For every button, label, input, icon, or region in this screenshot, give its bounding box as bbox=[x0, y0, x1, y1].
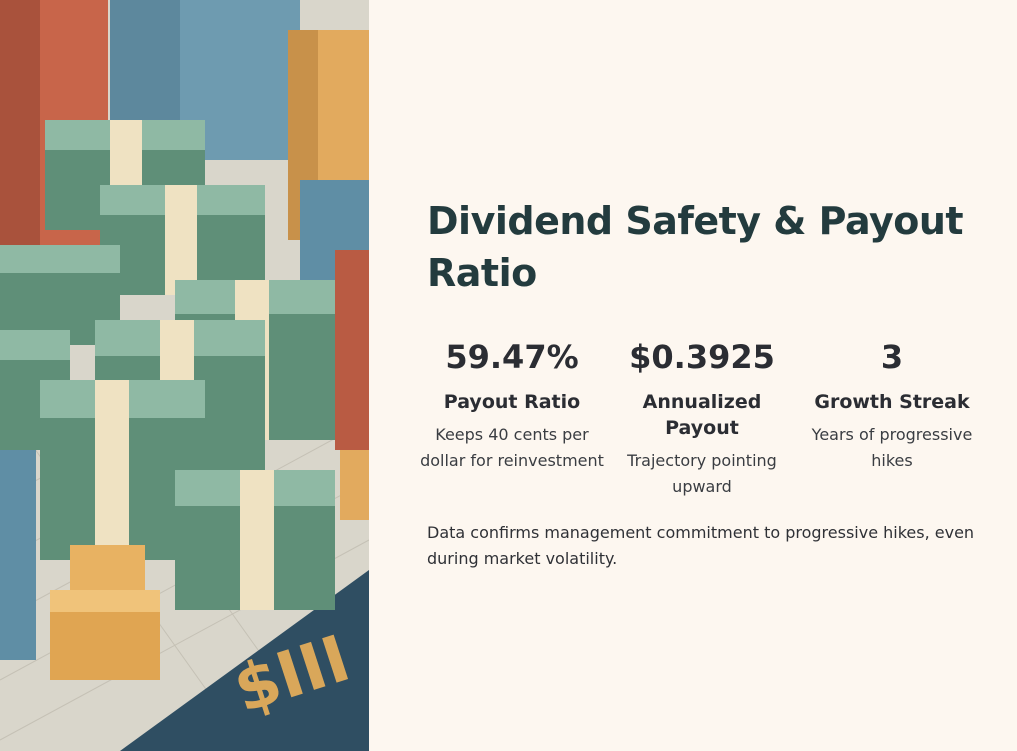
stat-value: 59.47% bbox=[445, 338, 579, 376]
stat-description: Years of progressive hikes bbox=[811, 425, 973, 470]
summary-note: Data confirms management commitment to p… bbox=[427, 523, 975, 568]
stat-value: $0.3925 bbox=[629, 338, 775, 376]
page-title: Dividend Safety & Payout Ratio bbox=[427, 199, 964, 295]
stat-label: Annualized Payout bbox=[642, 391, 762, 439]
stat-label: Growth Streak bbox=[814, 391, 970, 413]
stat-label: Payout Ratio bbox=[443, 391, 581, 413]
content-panel: Dividend Safety & Payout Ratio 59.47% Pa… bbox=[420, 195, 987, 572]
stat-description: Keeps 40 cents per dollar for reinvestme… bbox=[420, 425, 604, 470]
stat-payout-ratio: 59.47% Payout Ratio Keeps 40 cents per d… bbox=[417, 337, 607, 500]
stat-value: 3 bbox=[880, 338, 904, 376]
hero-illustration: $III bbox=[0, 0, 369, 751]
stat-annualized-payout: $0.3925 Annualized Payout Trajectory poi… bbox=[607, 337, 797, 500]
stat-growth-streak: 3 Growth Streak Years of progressive hik… bbox=[797, 337, 987, 500]
stat-description: Trajectory pointing upward bbox=[627, 451, 777, 496]
stats-row: 59.47% Payout Ratio Keeps 40 cents per d… bbox=[417, 337, 987, 500]
